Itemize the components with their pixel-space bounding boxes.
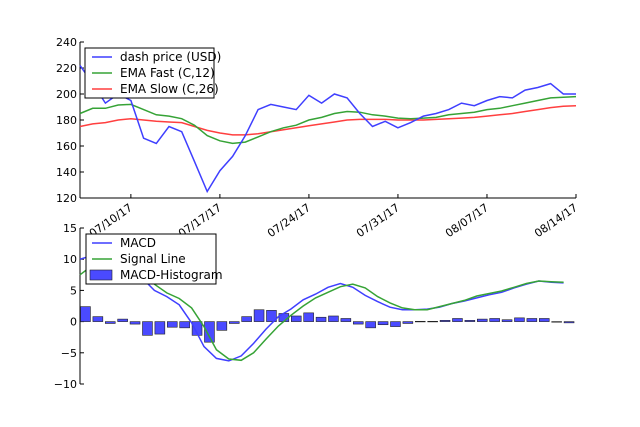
legend-label: MACD bbox=[120, 236, 156, 250]
histogram-bar bbox=[167, 321, 178, 328]
series-line-ema-fast-c-12- bbox=[79, 95, 577, 145]
y-tick-label: −5 bbox=[61, 347, 77, 360]
histogram-bar bbox=[328, 315, 339, 322]
macd-legend: MACD Signal Line MACD-Histogram bbox=[85, 233, 223, 285]
legend-label: EMA Slow (C,26) bbox=[120, 82, 219, 96]
y-tick-label: 220 bbox=[56, 62, 77, 75]
y-tick-label: 140 bbox=[56, 166, 77, 179]
histogram-bar bbox=[377, 321, 389, 326]
y-tick-label: 15 bbox=[63, 222, 77, 235]
legend-label: Signal Line bbox=[120, 252, 186, 266]
histogram-bar bbox=[352, 321, 364, 325]
x-tick-label: 08/14/17 bbox=[532, 201, 580, 240]
histogram-bar bbox=[92, 316, 104, 322]
y-tick-label: 120 bbox=[56, 192, 77, 205]
legend-swatch bbox=[89, 269, 113, 281]
histogram-bar bbox=[365, 321, 376, 329]
histogram-bar bbox=[489, 318, 500, 322]
histogram-bar bbox=[526, 318, 538, 322]
histogram-bar bbox=[402, 321, 414, 324]
y-tick-label: −10 bbox=[54, 378, 77, 391]
histogram-bar bbox=[464, 320, 476, 322]
histogram-bar bbox=[241, 316, 252, 322]
histogram-bar bbox=[340, 318, 352, 322]
legend-label: MACD-Histogram bbox=[120, 268, 223, 282]
x-tick-label: 08/07/17 bbox=[443, 201, 491, 240]
legend-label: EMA Fast (C,12) bbox=[120, 66, 215, 80]
histogram-bar bbox=[315, 316, 327, 322]
histogram-bar bbox=[563, 321, 575, 324]
histogram-bar bbox=[142, 321, 153, 336]
histogram-bar bbox=[290, 315, 302, 322]
histogram-bar bbox=[216, 321, 228, 331]
legend-label: dash price (USD) bbox=[120, 50, 221, 64]
series-line-dash-price-usd- bbox=[79, 64, 576, 194]
histogram-bar bbox=[551, 321, 562, 323]
histogram-bar bbox=[117, 318, 128, 322]
price-legend: dash price (USD) EMA Fast (C,12) EMA Slow … bbox=[84, 47, 221, 99]
histogram-bar bbox=[476, 318, 488, 322]
series-line-macd bbox=[79, 252, 564, 362]
histogram-bar bbox=[501, 319, 513, 322]
histogram-bar bbox=[452, 318, 463, 322]
histogram-bar bbox=[439, 320, 451, 322]
y-tick-label: 5 bbox=[70, 284, 77, 297]
y-tick-label: 180 bbox=[56, 114, 77, 127]
histogram-bar bbox=[191, 321, 203, 336]
y-tick-label: 160 bbox=[56, 140, 77, 153]
histogram-bar bbox=[414, 320, 426, 323]
histogram-bar bbox=[390, 321, 401, 327]
x-tick-label: 07/31/17 bbox=[354, 201, 402, 240]
series-line-ema-slow-c-26- bbox=[79, 104, 577, 136]
histogram-bar bbox=[253, 309, 265, 322]
y-tick-label: 10 bbox=[63, 253, 77, 266]
series-line-signal-line bbox=[79, 258, 564, 362]
histogram-bar bbox=[303, 312, 314, 322]
histogram-bar bbox=[427, 320, 438, 323]
macd-panel: −10 −5 0 5 10 15 MACD Signal Line MACD-Histogram bbox=[54, 222, 575, 391]
x-tick-label: 07/24/17 bbox=[265, 201, 313, 240]
histogram-bar bbox=[538, 318, 550, 322]
histogram-bar bbox=[129, 321, 141, 325]
histogram-bar bbox=[80, 306, 91, 322]
histogram-bar bbox=[179, 321, 190, 329]
histogram-bar bbox=[105, 321, 116, 324]
histogram-bar bbox=[204, 321, 215, 343]
y-tick-label: 0 bbox=[70, 316, 77, 329]
histogram-bar bbox=[154, 321, 166, 335]
histogram-bar bbox=[514, 317, 525, 322]
histogram-bar bbox=[229, 321, 240, 324]
y-tick-label: 200 bbox=[56, 88, 77, 101]
histogram-bar bbox=[266, 310, 277, 322]
y-tick-label: 240 bbox=[56, 36, 77, 49]
